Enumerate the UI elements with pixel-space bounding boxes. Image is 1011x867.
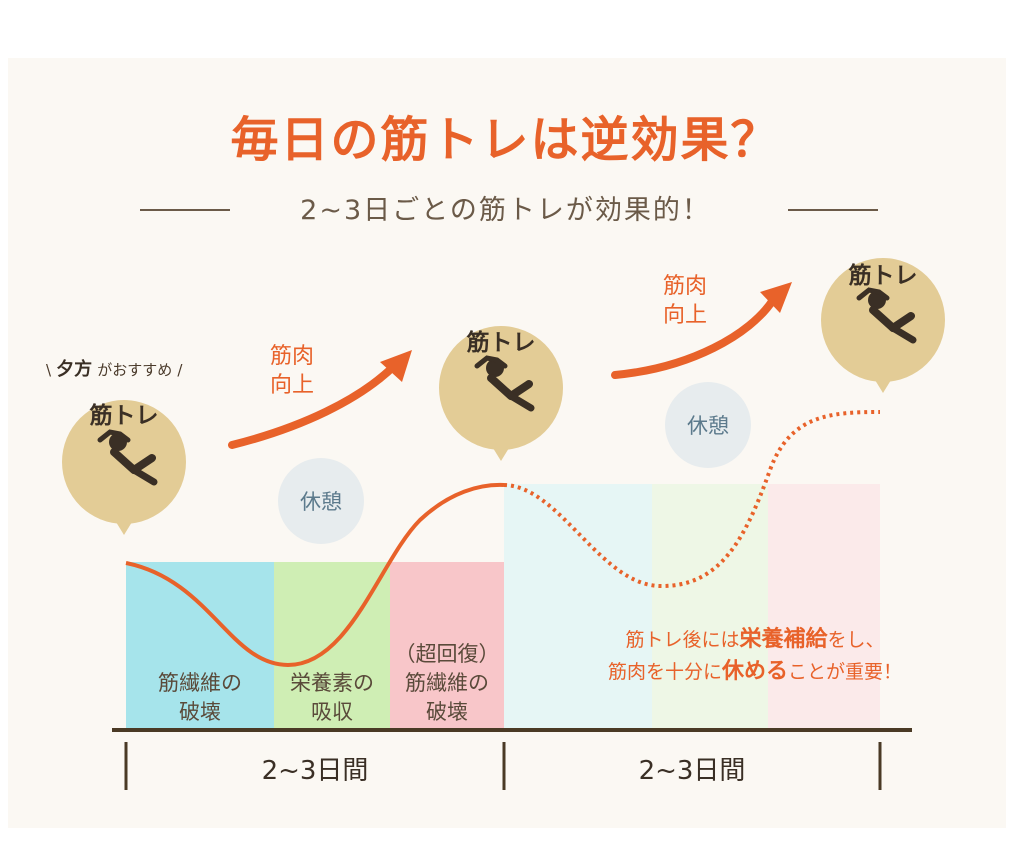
stage-label-line3: 吸収 [311,700,353,724]
muscle-up-line1: 筋肉 [270,344,315,369]
stage-block-1 [126,562,274,728]
stage-label-line2: 筋繊維の [158,671,242,695]
muscle-up-line2: 向上 [663,303,708,328]
subtitle-wrap: 2~3日ごとの筋トレが効果的！ [0,188,1011,227]
stage-label-line3: 破壊 [179,700,221,724]
note-emphasis-nutrition: 栄養補給 [739,627,828,652]
subtitle-left-rule [140,209,230,211]
stage-label-line2: 筋繊維の [405,671,489,695]
situp-person-icon [97,429,158,486]
situp-person-icon [474,355,535,412]
page-title: 毎日の筋トレは逆効果？ [230,112,781,168]
note-text: 筋トレ後には [625,629,740,651]
stage-label-line1 [274,640,390,669]
stage-label-line3: 破壊 [426,700,468,724]
stage-label-line1 [126,640,274,669]
tag-recommended: がおすすめ [97,361,173,379]
rest-bubble-1: 休憩 [278,458,364,544]
muscle-curve-solid [125,482,505,668]
muscle-up-line2: 向上 [270,373,315,398]
arrow-up-right-icon [611,282,792,379]
stage-block-3 [390,562,504,728]
badge-label-2: 筋トレ [466,330,536,356]
future-block-1 [504,484,652,728]
subtitle-right-rule [788,209,878,211]
arrow-up-right-icon [228,350,412,449]
tag-evening: 夕方 [56,359,93,380]
muscle-curve-dotted [503,410,881,589]
stage-label-3: （超回復） 筋繊維の 破壊 [388,640,506,727]
stage-label-line2: 栄養素の [290,671,374,695]
tag-slash: / [177,361,183,379]
future-block-2 [652,484,768,728]
period-label-1: 2~3日間 [261,756,369,786]
recovery-note: 筋トレ後には栄養補給をし、 筋肉を十分に休めることが重要！ [560,624,950,688]
badge-label-3: 筋トレ [848,263,918,289]
period-label-2: 2~3日間 [638,756,746,786]
first-badge-tag: \ 夕方 がおすすめ / [46,355,182,381]
situp-person-icon [856,287,917,344]
note-text: 筋肉を十分に [607,661,722,683]
stage-label-1: 筋繊維の 破壊 [126,640,274,727]
note-text: をし、 [827,629,885,651]
rest-bubble-2: 休憩 [665,382,751,468]
muscle-up-label-1: 筋肉 向上 [270,342,314,400]
note-text: ことが重要！ [788,661,903,683]
recovery-note-line1: 筋トレ後には栄養補給をし、 [560,624,950,656]
subtitle: 2~3日ごとの筋トレが効果的！ [300,195,711,226]
badge-label-1: 筋トレ [89,403,159,429]
tag-backslash: \ [46,361,52,379]
recovery-note-line2: 筋肉を十分に休めることが重要！ [560,656,950,688]
stage-label-2: 栄養素の 吸収 [274,640,390,727]
stage-label-line1: （超回復） [394,642,500,666]
muscle-up-label-2: 筋肉 向上 [663,272,707,330]
muscle-up-line1: 筋肉 [663,274,708,299]
future-block-3 [768,484,880,728]
note-emphasis-rest: 休める [721,659,788,684]
